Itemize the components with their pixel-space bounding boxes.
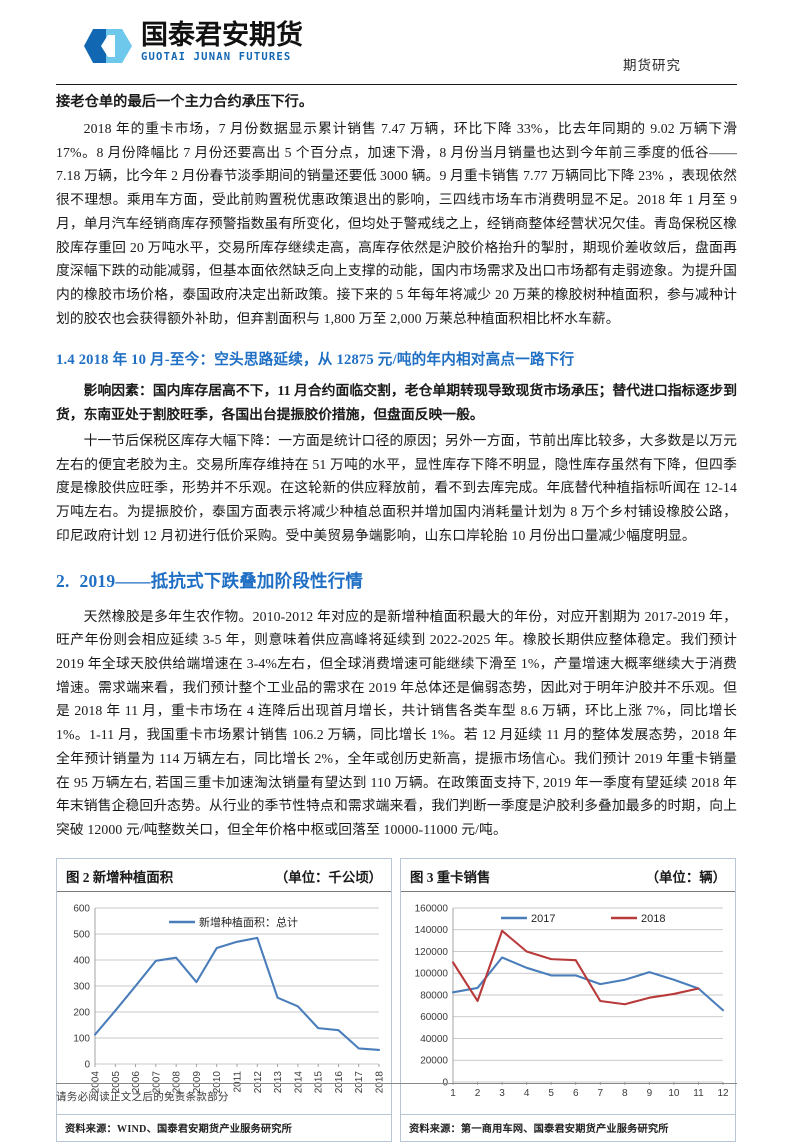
svg-text:6: 6 bbox=[573, 1088, 579, 1099]
svg-text:120000: 120000 bbox=[415, 947, 449, 958]
chart-3-title: 图 3 重卡销售 bbox=[410, 869, 491, 885]
svg-text:2010: 2010 bbox=[212, 1070, 223, 1093]
chart-3-svg: 0 20000 40000 60000 80000 100000 120000 140000 1… bbox=[415, 903, 729, 1099]
svg-text:新增种植面积：总计: 新增种植面积：总计 bbox=[199, 915, 298, 929]
svg-text:100: 100 bbox=[73, 1033, 90, 1044]
svg-text:200: 200 bbox=[73, 1007, 90, 1018]
svg-text:2007: 2007 bbox=[151, 1070, 162, 1093]
svg-text:60000: 60000 bbox=[420, 1012, 448, 1023]
svg-text:4: 4 bbox=[524, 1088, 530, 1099]
svg-text:1: 1 bbox=[450, 1088, 456, 1099]
chart-3-source: 资料来源：第一商用车网、国泰君安期货产业服务研究所 bbox=[401, 1113, 735, 1141]
logo-brand-cn: 国泰君安期货 bbox=[141, 20, 303, 51]
svg-text:40000: 40000 bbox=[420, 1034, 448, 1045]
svg-text:400: 400 bbox=[73, 955, 90, 966]
page-footer: 请务必阅读正文之后的免责条款部分 bbox=[56, 1083, 737, 1104]
heading-2-title: 2019——抵抗式下跌叠加阶段性行情 bbox=[79, 570, 364, 591]
svg-text:2008: 2008 bbox=[172, 1070, 183, 1093]
header-section-label: 期货研究 bbox=[623, 58, 681, 73]
svg-text:2004: 2004 bbox=[91, 1070, 102, 1093]
company-logo: 国泰君安期货 GUOTAI JUNAN FUTURES bbox=[84, 20, 303, 64]
chart-3-plot: 0 20000 40000 60000 80000 100000 120000 140000 1… bbox=[401, 892, 735, 1114]
svg-text:3: 3 bbox=[499, 1088, 505, 1099]
header-divider bbox=[56, 84, 737, 85]
svg-text:500: 500 bbox=[73, 929, 90, 940]
svg-text:12: 12 bbox=[717, 1088, 729, 1099]
svg-text:600: 600 bbox=[73, 903, 90, 914]
page-header: 国泰君安期货 GUOTAI JUNAN FUTURES 期货研究 bbox=[56, 0, 737, 80]
lead-bold-text: 接老仓单的最后一个主力合约承压下行。 bbox=[56, 94, 314, 110]
svg-text:2017: 2017 bbox=[354, 1070, 365, 1093]
svg-text:11: 11 bbox=[693, 1088, 704, 1099]
svg-text:2011: 2011 bbox=[233, 1070, 244, 1092]
chart-2-header: 图 2 新增种植面积 （单位：千公顷） bbox=[57, 859, 391, 892]
svg-text:20000: 20000 bbox=[420, 1055, 448, 1066]
svg-text:2016: 2016 bbox=[334, 1070, 345, 1093]
svg-text:10: 10 bbox=[668, 1088, 680, 1099]
svg-text:2009: 2009 bbox=[192, 1070, 203, 1093]
svg-text:2: 2 bbox=[475, 1088, 481, 1099]
chart-2-svg: 0 100 200 300 400 500 600 2004 2005 2006 2007 2008 2… bbox=[73, 903, 386, 1093]
svg-text:2014: 2014 bbox=[293, 1070, 304, 1093]
footer-divider bbox=[56, 1083, 737, 1084]
heading-1-4: 1.4 2018 年 10 月-至今：空头思路延续，从 12875 元/吨的年内… bbox=[56, 352, 575, 369]
svg-text:0: 0 bbox=[84, 1059, 90, 1070]
svg-text:300: 300 bbox=[73, 981, 90, 992]
svg-text:8: 8 bbox=[622, 1088, 628, 1099]
svg-text:2017: 2017 bbox=[531, 913, 555, 925]
chart-3-unit: （单位：辆） bbox=[645, 869, 726, 885]
paragraph-3: 天然橡胶是多年生农作物。2010-2012 年对应的是新增种植面积最大的年份，对… bbox=[56, 608, 737, 837]
chart-2-unit: （单位：千公顷） bbox=[274, 869, 382, 885]
logo-hexagon-icon bbox=[84, 29, 132, 64]
chart-2-title: 图 2 新增种植面积 bbox=[66, 869, 174, 885]
heading-2-number: 2. bbox=[56, 570, 70, 591]
footer-disclaimer: 请务必阅读正文之后的免责条款部分 bbox=[56, 1092, 229, 1103]
svg-text:9: 9 bbox=[647, 1088, 653, 1099]
paragraph-1: 2018 年的重卡市场，7 月份数据显示累计销售 7.47 万辆，环比下降 33… bbox=[56, 121, 737, 326]
svg-text:80000: 80000 bbox=[420, 990, 448, 1001]
svg-text:5: 5 bbox=[548, 1088, 554, 1099]
chart-2-source: 资料来源：WIND、国泰君安期货产业服务研究所 bbox=[57, 1113, 391, 1141]
svg-text:160000: 160000 bbox=[415, 903, 449, 914]
svg-text:100000: 100000 bbox=[415, 968, 449, 979]
svg-text:2015: 2015 bbox=[314, 1070, 325, 1093]
svg-text:2018: 2018 bbox=[375, 1070, 386, 1093]
svg-text:2018: 2018 bbox=[641, 913, 665, 925]
svg-text:7: 7 bbox=[597, 1088, 603, 1099]
paragraph-2: 十一节后保税区库存大幅下降：一方面是统计口径的原因；另外一方面，节前出库比较多，… bbox=[56, 432, 737, 543]
chart-figure-2: 图 2 新增种植面积 （单位：千公顷） 0 100 200 300 400 500 600 2… bbox=[56, 857, 392, 1142]
logo-brand-en: GUOTAI JUNAN FUTURES bbox=[141, 50, 292, 63]
svg-text:2006: 2006 bbox=[131, 1070, 142, 1093]
svg-text:2005: 2005 bbox=[111, 1070, 122, 1093]
svg-text:2012: 2012 bbox=[253, 1070, 264, 1093]
svg-text:0: 0 bbox=[442, 1077, 448, 1088]
chart-2-plot: 0 100 200 300 400 500 600 2004 2005 2006 2007 2008 2… bbox=[57, 892, 391, 1114]
chart-3-header: 图 3 重卡销售 （单位：辆） bbox=[401, 859, 735, 892]
heading-2: 2. 2019——抵抗式下跌叠加阶段性行情 bbox=[56, 568, 737, 593]
influencing-factors-text: 影响因素：国内库存居高不下，11 月合约面临交割，老仓单期转现导致现货市场承压；… bbox=[56, 383, 737, 423]
svg-text:140000: 140000 bbox=[415, 925, 449, 936]
svg-text:2013: 2013 bbox=[273, 1070, 284, 1093]
